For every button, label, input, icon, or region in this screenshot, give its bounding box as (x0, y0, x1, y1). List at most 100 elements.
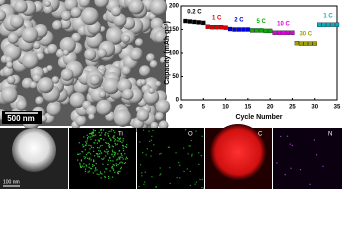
eds-dot (88, 163, 90, 165)
eds-dot (100, 138, 103, 140)
eds-dot (202, 187, 205, 189)
eds-dot (112, 176, 114, 178)
eds-dot (85, 164, 87, 166)
eds-dot (112, 168, 114, 170)
eds-dot (102, 163, 104, 165)
eds-label: C (258, 132, 263, 138)
eds-dot (139, 164, 142, 166)
eds-dot (113, 164, 115, 166)
eds-dot (152, 129, 154, 132)
eds-dot (99, 138, 101, 140)
eds-label: Ti (118, 132, 123, 138)
eds-dot (189, 170, 191, 172)
series-label: 1 C (323, 13, 333, 19)
sem-particle (148, 87, 155, 94)
sem-particle (6, 75, 16, 85)
eds-c-blob (210, 124, 266, 180)
eds-dot (103, 139, 105, 141)
eds-dot (93, 160, 95, 162)
sem-particle (89, 74, 101, 86)
figure: 500 nm 100 nm Ti O C N Cycle Number Capa… (0, 0, 342, 189)
eds-dot (201, 187, 203, 189)
eds-dot (89, 167, 91, 169)
sem-particle (9, 14, 24, 29)
eds-dot (111, 149, 113, 151)
eds-dot (82, 144, 84, 146)
point (263, 28, 268, 34)
eds-dot (159, 167, 161, 169)
eds-dot (119, 140, 121, 143)
x-tick-label: 20 (267, 105, 274, 111)
eds-dot (94, 170, 96, 172)
eds-dot (88, 136, 90, 138)
eds-dot (77, 153, 80, 156)
eds-dot (115, 163, 117, 165)
scale-label: 500 nm (7, 114, 35, 123)
eds-dot (121, 154, 123, 156)
eds-dot (160, 152, 162, 155)
eds-dot (322, 165, 324, 167)
eds-dot (85, 165, 88, 167)
eds-dot (119, 170, 121, 173)
eds-dot (126, 157, 128, 160)
y-tick-label: 50 (172, 74, 179, 80)
eds-dot (185, 129, 187, 131)
eds-dot (178, 162, 180, 164)
eds-dot (141, 175, 143, 177)
eds-dot (143, 183, 145, 185)
sem-particle (61, 10, 72, 21)
eds-dot (114, 171, 116, 173)
eds-dot (142, 152, 144, 154)
eds-dot (83, 166, 85, 168)
eds-dot (125, 158, 127, 160)
sem-particle (155, 99, 171, 114)
eds-dot (112, 156, 114, 158)
point (214, 24, 219, 30)
eds-dot (122, 149, 125, 152)
eds-dot (117, 153, 119, 155)
eds-dot (111, 166, 114, 168)
eds-dot (84, 144, 87, 146)
point (241, 27, 246, 32)
sem-particle (149, 0, 168, 16)
point (192, 19, 197, 25)
eds-dot (85, 156, 87, 158)
eds-dot (96, 142, 98, 144)
eds-dot (113, 135, 115, 138)
eds-dot (112, 146, 115, 148)
point (223, 25, 228, 30)
eds-dot (112, 136, 114, 139)
eds-dot (87, 157, 89, 160)
eds-dot (98, 156, 101, 158)
sem-particle (129, 48, 143, 62)
eds-dot (107, 132, 109, 135)
x-tick-label: 10 (222, 105, 229, 111)
eds-dot (98, 131, 100, 133)
eds-dot (111, 128, 113, 131)
sem-particle (159, 56, 167, 64)
point (303, 41, 308, 46)
eds-dot (198, 152, 200, 154)
point (210, 24, 215, 30)
point (201, 20, 206, 26)
sem-particle (146, 53, 155, 63)
sem-particle (21, 52, 39, 69)
eds-dot (155, 186, 157, 188)
eds-dot (169, 167, 171, 169)
eds-dot (83, 156, 85, 158)
eds-dot (88, 133, 91, 135)
eds-dot (116, 143, 118, 145)
eds-dot (276, 162, 278, 164)
eds-dot (110, 139, 112, 141)
eds-dot (116, 137, 119, 139)
eds-dot (201, 178, 203, 181)
eds-dot (109, 146, 111, 149)
eds-dot (108, 157, 111, 159)
eds-dot (94, 155, 96, 157)
sem-particle (35, 96, 44, 105)
eds-dot (113, 151, 115, 153)
eds-dot (139, 141, 141, 143)
point (285, 30, 291, 35)
series-label: 5 C (257, 19, 267, 25)
eds-dot (96, 153, 99, 155)
